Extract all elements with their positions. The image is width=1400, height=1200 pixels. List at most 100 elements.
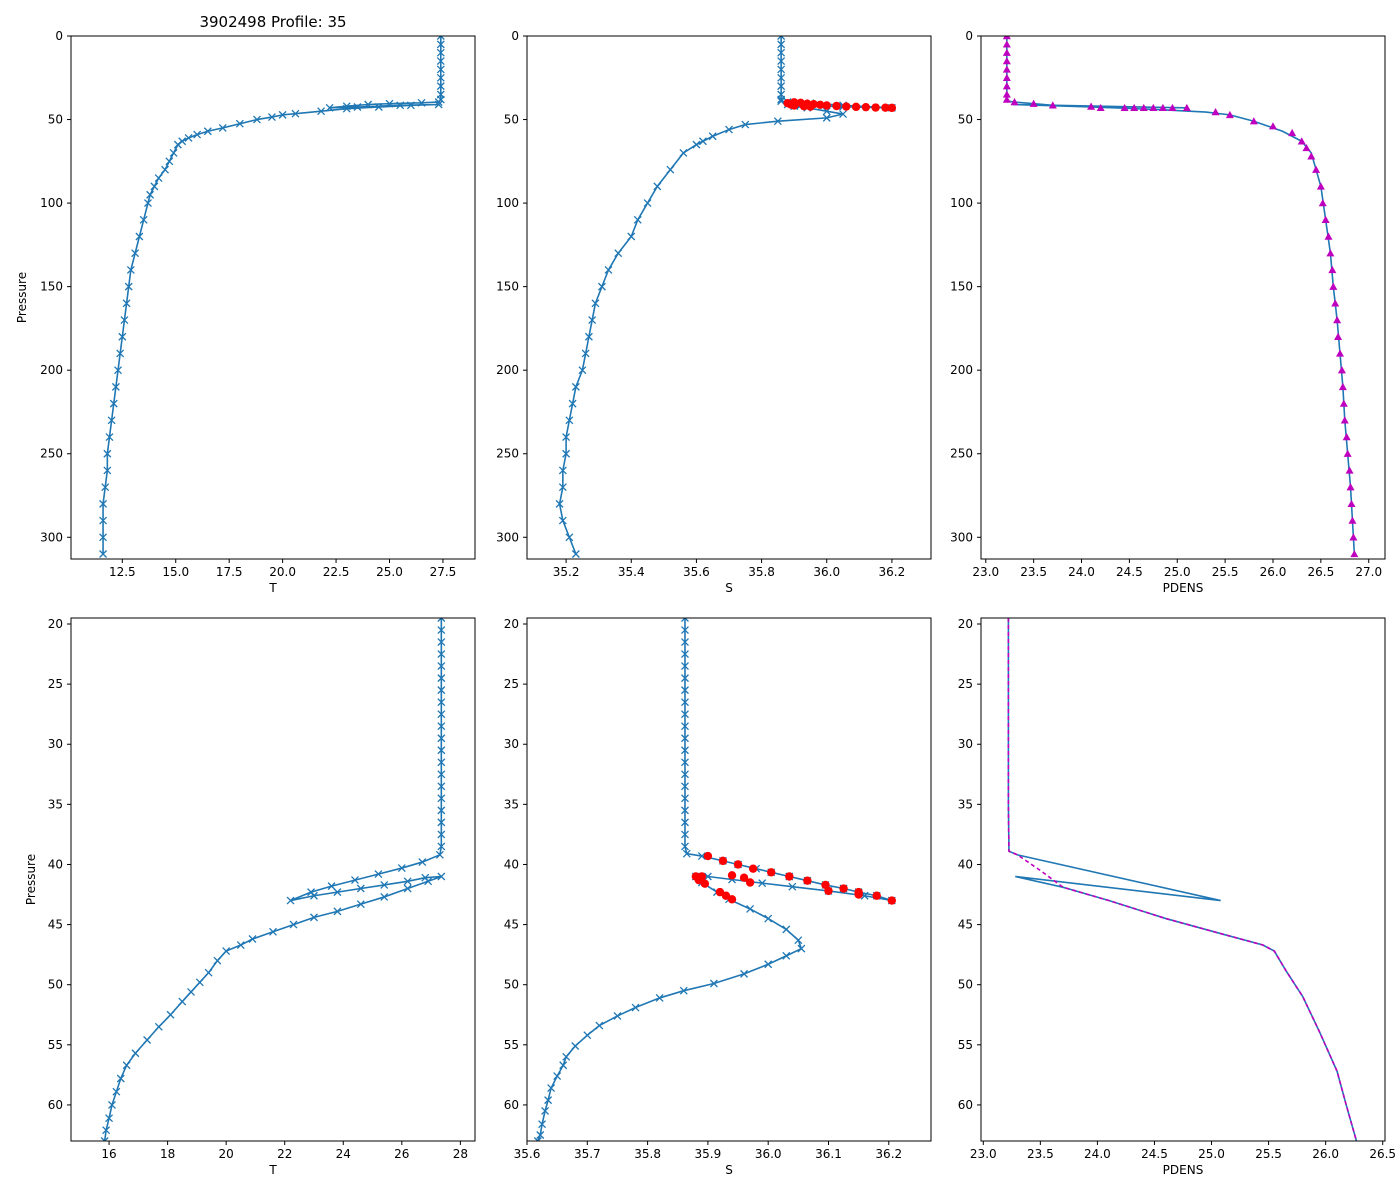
data-point-x [788,882,797,891]
y-tick-label: 20 [48,617,63,631]
plot-area [99,36,445,558]
data-point-circle [748,864,758,873]
data-point-x [562,449,571,458]
data-point-x [437,770,446,779]
data-point-x [143,1036,152,1044]
y-tick-label: 100 [40,196,63,210]
y-tick-label: 55 [504,1038,519,1052]
data-point-x [681,746,689,755]
y-tick-label: 60 [958,1098,973,1112]
y-tick-label: 200 [40,363,63,377]
data-point-circle [887,103,897,113]
data-point-x [325,103,334,112]
data-point-x [437,710,446,719]
data-point-x [248,935,257,943]
data-point-triangle [1350,549,1359,558]
data-point-triangle [1002,90,1011,98]
data-point-x [681,626,689,634]
y-tick-label: 40 [48,857,63,871]
data-point-x [682,849,691,858]
data-point-x [437,686,446,695]
y-axis-label: Pressure [24,854,38,905]
data-point-x [773,117,782,126]
data-point-triangle [1346,483,1355,491]
data-point-x [356,900,365,909]
plot-area [100,618,446,1141]
y-tick-label: 25 [958,677,973,691]
plot-area [1002,36,1359,558]
data-point-x [213,956,222,965]
data-point-triangle [1339,399,1348,407]
data-point-x [565,533,574,542]
data-point-x [436,57,445,66]
data-point-x [436,40,445,49]
data-point-x [559,1061,568,1070]
data-point-x [681,830,689,839]
x-tick-label: 23.0 [970,1147,997,1161]
data-point-triangle [1348,516,1357,524]
data-point-x [108,1100,116,1109]
y-tick-label: 35 [48,797,63,811]
y-tick-label: 50 [48,113,63,127]
data-point-x [777,95,786,104]
data-point-x [403,884,412,893]
data-point-circle [803,876,812,885]
data-point-x [681,782,689,791]
data-point-triangle [1010,98,1019,106]
x-tick-label: 25.5 [1255,1147,1282,1161]
x-tick-label: 26 [394,1147,409,1161]
data-point-x [111,382,120,391]
x-tick-label: 35.4 [618,565,645,579]
data-point-x [591,299,600,308]
x-tick-label: 24.5 [1116,565,1143,579]
data-point-x [173,140,182,149]
data-point-triangle [1321,215,1330,224]
data-point-x [568,399,577,408]
data-point-x [541,1106,550,1115]
panels-group: 12.5 15.0 17.5 20.0 22.5 25.0 27.5050100150200… [15,29,1396,1177]
data-point-x [436,82,445,91]
data-point-x [613,1012,622,1020]
data-point-x [709,979,718,988]
data-point-x [380,892,389,901]
data-point-x [558,483,567,492]
data-point-x [342,102,351,111]
data-point-triangle [1168,103,1177,112]
data-point-x [418,858,427,867]
x-tick-label: 16 [101,1147,116,1161]
data-point-circle [739,873,749,882]
x-tick-label: 23.5 [1027,1147,1054,1161]
data-point-x [122,1061,131,1070]
data-point-x [131,1049,140,1058]
y-tick-label: 50 [48,978,63,992]
x-tick-label: 35.6 [514,1147,541,1161]
data-point-x [124,282,133,291]
series-s-flagged [691,851,897,905]
data-point-x [218,123,227,132]
data-point-x [725,125,733,134]
y-tick-label: 40 [958,857,973,871]
plot-area [555,36,897,558]
data-point-triangle [1288,128,1297,137]
data-point-x [614,249,623,258]
x-tick-label: 12.5 [109,565,136,579]
data-point-x [291,109,300,118]
data-point-x [139,215,148,224]
y-tick-label: 150 [496,280,519,294]
y-tick-label: 50 [504,978,519,992]
data-point-x [114,366,122,375]
plot-area [533,618,897,1141]
x-tick-label: 26.0 [1312,1147,1339,1161]
y-tick-label: 300 [496,530,519,544]
data-point-x [178,997,187,1006]
data-point-x [437,662,446,671]
axes-frame [526,35,932,560]
y-tick-label: 45 [504,918,519,932]
x-tick-label: 36.1 [815,1147,842,1161]
data-point-x [310,891,318,900]
series-t [100,618,446,1141]
x-tick-label: 20 [219,1147,234,1161]
data-point-triangle [1002,40,1011,48]
data-point-x [681,650,689,659]
